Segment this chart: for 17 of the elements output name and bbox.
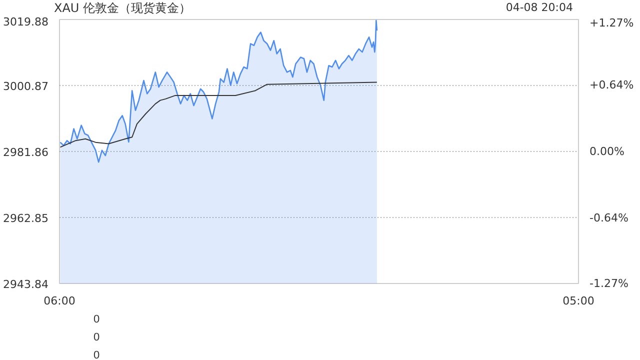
y2-tick-label: -1.27% (590, 277, 628, 290)
text: 04-08 20:04 (506, 0, 573, 16)
text: 0 (94, 314, 100, 326)
y2-tick-label: +0.64% (590, 78, 634, 92)
y2-tick-label: 0.00% (590, 145, 624, 158)
text: 0 (94, 332, 100, 344)
chart-title: XAU 伦敦金（现货黄金） (54, 0, 192, 16)
text: 0 (94, 350, 100, 360)
y-tick-label: 2943.84 (3, 278, 49, 291)
y2-tick-label: +1.27% (590, 16, 634, 30)
y-tick-label: 2962.85 (3, 212, 49, 225)
x-tick-label: 05:00 (562, 294, 594, 308)
y-tick-label: 3019.88 (3, 16, 49, 28)
x-tick-label: 06:00 (44, 294, 76, 308)
y-tick-label: 2981.86 (3, 146, 49, 159)
y-tick-label: 3000.87 (3, 80, 49, 93)
y2-tick-label: -0.64% (590, 212, 628, 225)
